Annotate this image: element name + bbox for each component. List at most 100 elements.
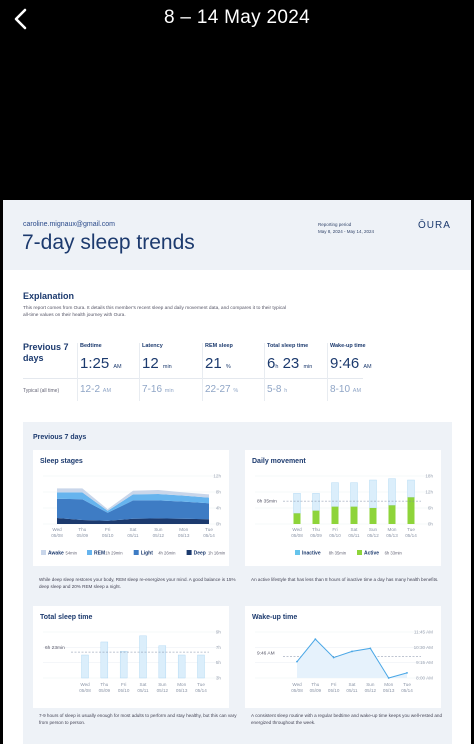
divider	[202, 343, 203, 401]
x-tick-day: Thu	[78, 527, 86, 532]
value: 6	[267, 355, 276, 372]
legend-name: Light	[141, 551, 154, 557]
typical-bedtime: 12-2 AM	[80, 384, 111, 395]
legend-value: 1h 29min	[105, 551, 123, 556]
stat-label: Latency	[142, 343, 163, 349]
unit: AM	[113, 364, 122, 370]
y-tick-label: 0h	[428, 522, 434, 527]
sleep-report-document: caroline.mignaux@gmail.com 7-day sleep t…	[3, 200, 471, 744]
y-tick-label: 11:45 AM	[414, 630, 433, 635]
stat-value: 1:25 AM	[80, 355, 140, 373]
report-title: 7-day sleep trends	[22, 231, 195, 254]
bar-active	[331, 506, 339, 524]
total-sleep-card: Total sleep time 9h 7h 5h 3h 6h 23min Wed 05/0…	[33, 606, 229, 708]
typical-latency: 7-16 min	[142, 384, 174, 395]
legend-value: 8h 35min	[329, 551, 347, 556]
bar-total-sleep	[81, 654, 89, 679]
period-label: Reporting period	[318, 222, 352, 227]
wakeup-point	[296, 660, 298, 663]
stat-value: 6h 23 min	[267, 355, 327, 373]
bar-active	[350, 506, 358, 524]
x-tick-day: Fri	[332, 527, 337, 532]
oura-logo: ŌURA	[418, 220, 451, 231]
value: 8-10	[330, 384, 351, 395]
x-tick-day: Sun	[158, 682, 167, 687]
unit: h	[275, 364, 279, 370]
divider	[77, 343, 78, 401]
card-description: A consistent sleep routine with a regula…	[251, 713, 443, 725]
x-tick-date: 05/14	[195, 688, 207, 693]
card-title: Daily movement	[252, 458, 306, 465]
x-tick-date: 05/08	[79, 688, 91, 693]
x-tick-date: 05/13	[176, 688, 188, 693]
back-chevron-icon[interactable]	[8, 4, 36, 34]
date-range-title: 8 – 14 May 2024	[163, 7, 311, 28]
legend-value: 4h 26min	[158, 551, 176, 556]
y-tick-label: 4h	[216, 506, 222, 511]
bar-total-sleep	[197, 654, 205, 679]
value: 21	[205, 355, 222, 372]
legend-swatch	[87, 550, 92, 555]
previous-7-days-section: Previous 7 days Sleep stages 12h 8h 4h 0h We…	[23, 422, 452, 744]
unit: AM	[102, 388, 112, 394]
area-series-light	[57, 498, 209, 521]
x-tick-date: 05/13	[383, 688, 395, 693]
x-tick-date: 05/11	[137, 688, 149, 693]
legend-name: Awake	[48, 551, 64, 557]
bar-active	[293, 513, 301, 524]
legend-value: 1h 16min	[208, 551, 226, 556]
x-tick-date: 05/08	[291, 533, 303, 538]
bar-total-sleep	[119, 650, 128, 679]
x-tick-day: Wed	[80, 682, 90, 687]
x-tick-date: 05/08	[291, 688, 303, 693]
divider	[139, 343, 140, 401]
card-description: An active lifestyle that has less than 8…	[251, 577, 439, 582]
legend-name: Deep	[194, 551, 206, 557]
y-tick-label: 9:15 AM	[416, 660, 433, 665]
x-tick-date: 05/10	[102, 533, 114, 538]
bar-inactive	[293, 493, 301, 514]
x-tick-day: Tue	[205, 527, 213, 532]
x-tick-day: Fri	[105, 527, 110, 532]
x-tick-day: Thu	[311, 682, 319, 687]
x-tick-day: Wed	[292, 682, 302, 687]
x-tick-date: 05/10	[118, 688, 130, 693]
bar-active	[407, 497, 415, 524]
x-tick-day: Thu	[100, 682, 108, 687]
stat-rem: REM sleep 21 %	[205, 343, 265, 373]
stat-value: 9:46 AM	[330, 355, 390, 373]
unit: AM	[352, 388, 362, 394]
x-tick-date: 05/13	[178, 533, 190, 538]
value: 1:25	[80, 355, 110, 372]
area-series-awake	[57, 488, 209, 511]
reporting-period: Reporting period May 8, 2024 - May 14, 2…	[318, 221, 374, 235]
stat-bedtime: Bedtime 1:25 AM	[80, 343, 140, 373]
section-title: Previous 7 days	[33, 434, 87, 441]
unit: min	[162, 364, 172, 370]
value: 9:46	[330, 355, 360, 372]
wakeup-point	[351, 650, 353, 653]
x-tick-date: 05/12	[157, 688, 169, 693]
reference-label: 9:46 AM	[257, 650, 275, 656]
x-tick-day: Tue	[197, 682, 205, 687]
y-tick-label: 3h	[216, 676, 222, 681]
x-tick-date: 05/09	[99, 688, 111, 693]
report-header: caroline.mignaux@gmail.com 7-day sleep t…	[3, 200, 471, 270]
y-tick-label: 8h	[216, 490, 222, 495]
stat-wakeup: Wake-up time 9:46 AM	[330, 343, 390, 373]
stat-label: Bedtime	[80, 343, 102, 349]
card-description: 7-9 hours of sleep is usually enough for…	[39, 713, 237, 725]
stat-label: Wake-up time	[330, 343, 366, 349]
stat-value: 12 min	[142, 355, 202, 373]
stat-label: REM sleep	[205, 343, 233, 349]
card-title: Wake-up time	[252, 614, 298, 621]
x-tick-day: Sat	[349, 682, 357, 687]
x-tick-date: 05/09	[310, 688, 322, 693]
bar-total-sleep	[177, 654, 186, 679]
x-tick-date: 05/14	[203, 533, 215, 538]
bar-active	[388, 505, 396, 524]
value: 23	[282, 355, 300, 372]
card-title: Sleep stages	[40, 458, 83, 465]
legend-name: Inactive	[302, 551, 321, 557]
